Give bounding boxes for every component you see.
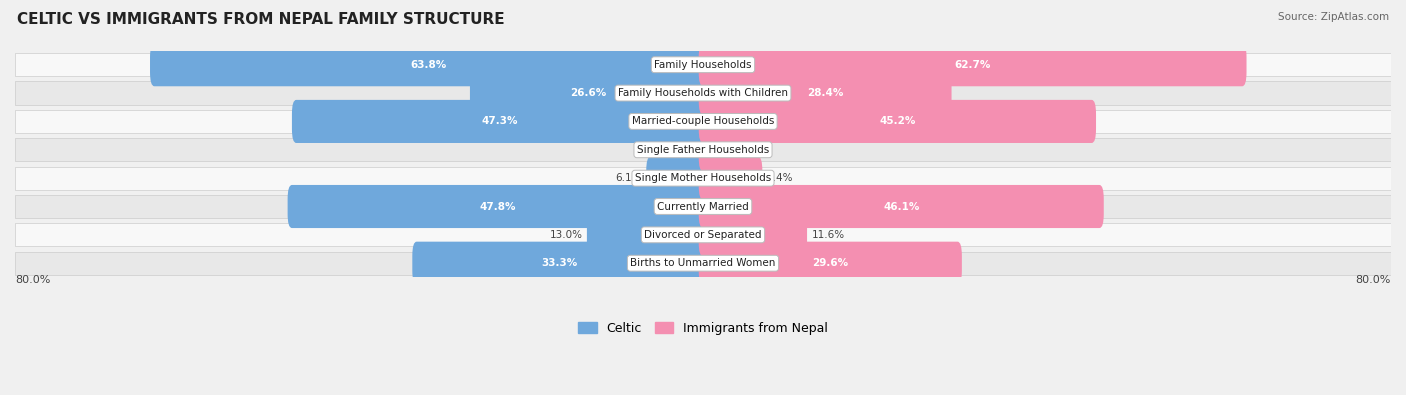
Bar xyxy=(15,223,1391,246)
Text: Married-couple Households: Married-couple Households xyxy=(631,117,775,126)
Bar xyxy=(15,53,1391,76)
FancyBboxPatch shape xyxy=(699,43,1247,86)
FancyBboxPatch shape xyxy=(699,156,762,200)
FancyBboxPatch shape xyxy=(586,213,707,256)
Text: Single Father Households: Single Father Households xyxy=(637,145,769,155)
Text: 28.4%: 28.4% xyxy=(807,88,844,98)
Bar xyxy=(15,195,1391,218)
Text: CELTIC VS IMMIGRANTS FROM NEPAL FAMILY STRUCTURE: CELTIC VS IMMIGRANTS FROM NEPAL FAMILY S… xyxy=(17,12,505,27)
Text: 47.3%: 47.3% xyxy=(481,117,517,126)
Bar xyxy=(15,167,1391,190)
Text: 62.7%: 62.7% xyxy=(955,60,991,70)
Bar xyxy=(15,110,1391,133)
Text: 46.1%: 46.1% xyxy=(883,201,920,211)
FancyBboxPatch shape xyxy=(412,242,707,285)
Text: 80.0%: 80.0% xyxy=(15,275,51,286)
Text: Source: ZipAtlas.com: Source: ZipAtlas.com xyxy=(1278,12,1389,22)
FancyBboxPatch shape xyxy=(699,71,952,115)
FancyBboxPatch shape xyxy=(699,100,1097,143)
Text: Divorced or Separated: Divorced or Separated xyxy=(644,230,762,240)
Text: 63.8%: 63.8% xyxy=(411,60,447,70)
Text: 13.0%: 13.0% xyxy=(550,230,582,240)
Text: 6.4%: 6.4% xyxy=(766,173,793,183)
FancyBboxPatch shape xyxy=(470,71,707,115)
FancyBboxPatch shape xyxy=(679,128,707,171)
Text: 26.6%: 26.6% xyxy=(571,88,607,98)
FancyBboxPatch shape xyxy=(699,213,807,256)
Text: Family Households with Children: Family Households with Children xyxy=(619,88,787,98)
Text: Births to Unmarried Women: Births to Unmarried Women xyxy=(630,258,776,268)
FancyBboxPatch shape xyxy=(699,185,1104,228)
Text: 45.2%: 45.2% xyxy=(879,117,915,126)
Text: Family Households: Family Households xyxy=(654,60,752,70)
Text: 6.1%: 6.1% xyxy=(616,173,643,183)
Bar xyxy=(15,252,1391,275)
Text: 47.8%: 47.8% xyxy=(479,201,516,211)
Text: 80.0%: 80.0% xyxy=(1355,275,1391,286)
FancyBboxPatch shape xyxy=(288,185,707,228)
Text: 33.3%: 33.3% xyxy=(541,258,578,268)
Bar xyxy=(15,81,1391,105)
Text: 11.6%: 11.6% xyxy=(811,230,845,240)
FancyBboxPatch shape xyxy=(292,100,707,143)
Text: Currently Married: Currently Married xyxy=(657,201,749,211)
FancyBboxPatch shape xyxy=(699,128,727,171)
Bar xyxy=(15,138,1391,162)
FancyBboxPatch shape xyxy=(150,43,707,86)
Text: Single Mother Households: Single Mother Households xyxy=(636,173,770,183)
FancyBboxPatch shape xyxy=(699,242,962,285)
Text: 29.6%: 29.6% xyxy=(813,258,848,268)
Text: 2.2%: 2.2% xyxy=(731,145,756,155)
FancyBboxPatch shape xyxy=(647,156,707,200)
Legend: Celtic, Immigrants from Nepal: Celtic, Immigrants from Nepal xyxy=(578,322,828,335)
Text: 2.3%: 2.3% xyxy=(648,145,675,155)
